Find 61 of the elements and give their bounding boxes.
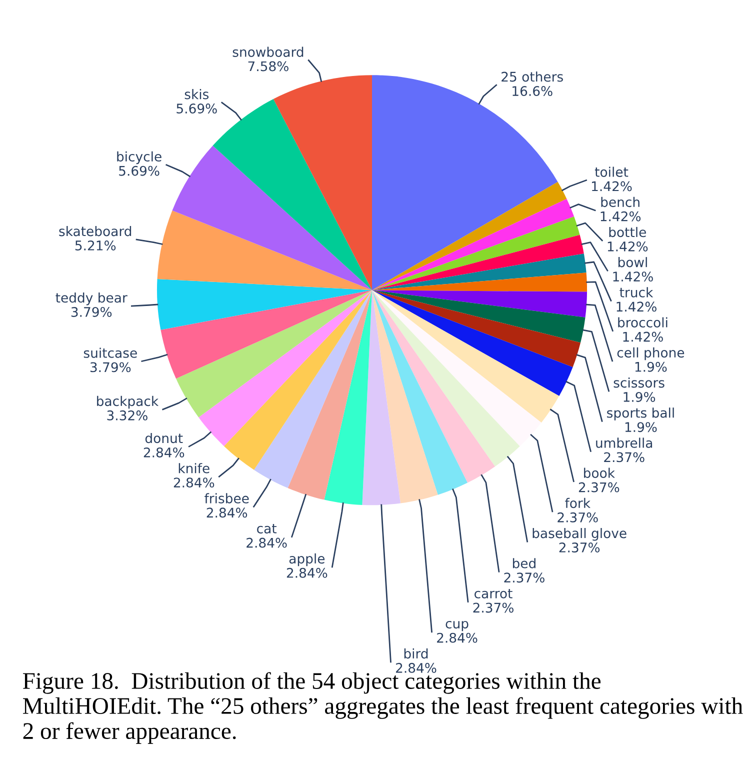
slice-label: broccoli — [618, 317, 668, 328]
slice-label: teddy bear — [56, 292, 128, 306]
data-label: 16.6% — [512, 86, 552, 96]
data-label: 2.37% — [504, 572, 544, 583]
data-label: 2.37% — [473, 602, 514, 613]
data-label: 5.69% — [119, 166, 160, 176]
slice-label: umbrella — [596, 438, 652, 448]
data-label: 2.37% — [558, 512, 598, 522]
data-label: 3.79% — [71, 306, 112, 317]
data-label: 2.84% — [286, 568, 328, 578]
slice-label: apple — [289, 553, 325, 566]
data-label: 1.42% — [613, 272, 653, 282]
slice-label: cell phone — [617, 347, 684, 360]
data-label: 5.69% — [176, 104, 217, 114]
data-label: 2.84% — [396, 662, 436, 673]
data-label: 1.42% — [608, 241, 648, 252]
slice-label: bottle — [609, 226, 646, 238]
caption: Figure 18. Distribution of the 54 object categories within the MultiHOIEdit. The “25 others” aggregates the least frequent categories with 2 or fewer appearance. — [23, 672, 743, 744]
slice-label: carrot — [474, 588, 512, 598]
slice-label: snowboard — [232, 46, 304, 57]
data-label: 2.84% — [144, 447, 184, 458]
slice-label: frisbee — [204, 493, 249, 504]
data-label: 7.58% — [248, 61, 288, 72]
data-label: 2.84% — [206, 508, 248, 518]
slice-label: skis — [184, 89, 209, 100]
slice-label: fork — [565, 498, 590, 508]
slice-label: toilet — [594, 166, 628, 177]
slice-label: truck — [620, 287, 654, 298]
data-label: 1.9% — [624, 392, 656, 402]
data-label: 3.79% — [90, 362, 131, 372]
data-label: 2.37% — [604, 452, 644, 462]
slice-label: sports ball — [607, 408, 674, 420]
data-label: 1.42% — [592, 181, 632, 192]
slice-label: bird — [404, 648, 428, 659]
slice-label: scissors — [614, 377, 664, 388]
data-label: 5.21% — [75, 240, 116, 250]
slice-label: donut — [145, 432, 183, 444]
slice-label: bench — [601, 196, 640, 208]
data-label: 1.42% — [600, 211, 641, 222]
slice-label: bicycle — [117, 151, 162, 164]
data-label: 2.37% — [559, 542, 600, 552]
data-label: 2.84% — [437, 632, 478, 643]
slice-label: book — [584, 468, 615, 478]
slice-label: cup — [446, 620, 468, 632]
data-label: 3.32% — [107, 410, 148, 420]
slice-label: 25 others — [502, 72, 563, 82]
slice-label: skateboard — [59, 226, 132, 236]
slice-label: backpack — [97, 396, 159, 409]
data-label: 2.84% — [174, 478, 214, 488]
data-label: 1.9% — [635, 362, 667, 372]
data-label: 2.84% — [246, 538, 287, 548]
data-label: 1.9% — [625, 422, 657, 432]
data-label: 2.37% — [578, 482, 620, 492]
slice-label: baseball glove — [532, 528, 626, 541]
data-label: 1.42% — [616, 302, 656, 312]
slice-label: bed — [512, 558, 536, 568]
slice-label: suitcase — [84, 348, 137, 358]
data-label: 1.42% — [623, 332, 663, 342]
slice-label: cat — [257, 524, 277, 534]
slice-label: bowl — [618, 257, 647, 268]
slice-label: knife — [178, 463, 210, 474]
